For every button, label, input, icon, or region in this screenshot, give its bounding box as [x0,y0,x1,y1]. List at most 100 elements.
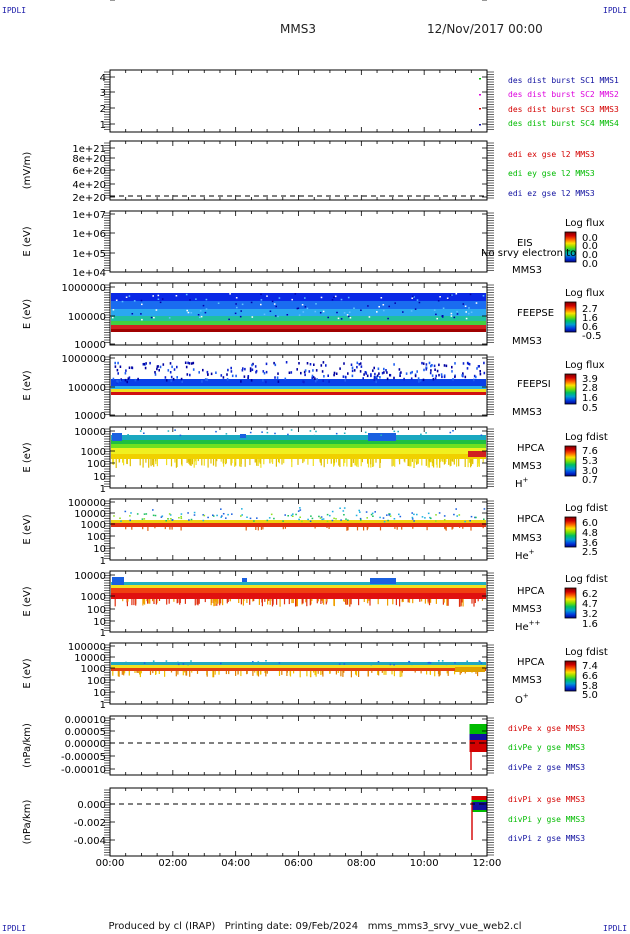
edi-legend-entry: edi ez gse l2 MMS3 [508,189,595,198]
burst-ytick-label: 1 [100,120,106,131]
corner-mark-bottom-left: IPDLI [2,924,27,933]
panel-hpca_o [104,642,577,705]
hpca_h-instrument-label: HPCA [517,443,545,454]
feepsi-colorbar-label: 0.5 [582,403,598,414]
edi-ytick-label: 2e+20 [72,193,106,204]
eis-colorbar-label: 0.0 [582,233,598,244]
hpca_o-spacecraft-label: MMS3 [512,675,542,686]
eis-colorbar-title: Log flux [565,218,605,229]
divpi-legend-entry: divPi x gse MMS3 [508,795,585,804]
hpca_h-ytick-label: 100 [87,459,106,470]
feepsi-ytick-label: 10000 [74,411,106,422]
feepse-ytick-label: 1000000 [61,283,106,294]
panel-divpe [104,715,494,776]
hpca_he1-species-label: He+ [515,548,535,562]
panel-edi [104,0,494,201]
divpi-ytick-label: -0.004 [74,836,106,847]
feepsi-ylabel: E (eV) [22,370,33,400]
feepse-spacecraft-label: MMS3 [512,336,542,347]
hpca_he2-ytick-label: 10 [93,617,106,628]
divpe-ytick-label: 0.00005 [65,727,106,738]
panel-divpi [104,787,494,857]
panel-hpca_he1 [104,498,577,561]
feepsi-spacecraft-label: MMS3 [512,407,542,418]
feepsi-ytick-label: 1000000 [61,354,106,365]
hpca_he2-colorbar-title: Log fdist [565,574,608,585]
hpca_he2-colorbar-label: 4.7 [582,599,598,610]
hpca_he2-ytick-label: 100 [87,605,106,616]
x-tick-label: 06:00 [284,858,313,869]
hpca_he2-ytick-label: 1 [100,628,106,639]
hpca_he1-ytick-label: 10 [93,544,106,555]
x-tick-label: 10:00 [410,858,439,869]
hpca_he1-frame [109,498,488,561]
hpca_h-colorbar-label: 3.0 [582,466,598,477]
hpca_h-ytick-label: 10000 [74,427,106,438]
divpi-legend-entry: divPi y gse MMS3 [508,815,585,824]
hpca_he1-colorbar-title: Log fdist [565,503,608,514]
hpca_o-ylabel: E (eV) [22,658,33,688]
burst-legend-entry: des dist burst SC3 MMS3 [508,105,619,114]
edi-legend-entry: edi ex gse l2 MMS3 [508,150,595,159]
hpca_he1-colorbar-label: 6.0 [582,518,598,529]
hpca_he2-colorbar [564,587,577,619]
divpe-legend-entry: divPe z gse MMS3 [508,763,585,772]
hpca_h-ylabel: E (eV) [22,442,33,472]
hpca_o-ytick-label: 1 [100,700,106,711]
hpca_o-colorbar [564,660,577,692]
hpca_o-colorbar-title: Log fdist [565,647,608,658]
footer-credit: Produced by cl (IRAP) Printing date: 09/… [108,921,522,932]
eis-colorbar-label: 0.0 [582,250,598,261]
panel-eis [104,210,577,273]
feepse-ytick-label: 10000 [74,340,106,351]
edi-ytick-label: 1e+21 [72,144,106,155]
hpca_h-spacecraft-label: MMS3 [512,461,542,472]
hpca_he2-colorbar-label: 3.2 [582,609,598,620]
burst-legend-entry: des dist burst SC1 MMS1 [508,76,619,85]
edi-ytick-label: 6e+20 [72,166,106,177]
hpca_h-colorbar-label: 7.6 [582,446,598,457]
hpca_h-ytick-label: 10 [93,472,106,483]
divpi-ytick-label: 0.000 [77,800,106,811]
divpe-ytick-label: 0.00000 [65,739,106,750]
feepsi-colorbar [564,373,577,405]
eis-frame [109,210,488,273]
eis-ytick-label: 1e+04 [72,268,106,279]
hpca_he1-ytick-label: 100000 [68,498,106,509]
burst-legend-entry: des dist burst SC4 MMS4 [508,119,619,128]
panel-hpca_he2 [104,570,577,633]
eis-ytick-label: 1e+07 [72,210,106,221]
hpca_o-colorbar-label: 7.4 [582,661,598,672]
divpe-ylabel: (nPa/km) [22,723,33,768]
edi-ytick-label: 4e+20 [72,180,106,191]
hpca_o-ytick-label: 10000 [74,653,106,664]
eis-colorbar-label: 0.0 [582,241,598,252]
divpe-ytick-label: 0.00010 [65,715,106,726]
hpca_he2-ylabel: E (eV) [22,586,33,616]
x-tick-label: 08:00 [347,858,376,869]
burst-frame [109,69,488,133]
hpca_he2-ytick-label: 10000 [74,571,106,582]
hpca_o-ytick-label: 10 [93,688,106,699]
hpca_o-ytick-label: 1000 [81,664,106,675]
hpca_he1-ytick-label: 100 [87,532,106,543]
hpca_he1-colorbar [564,516,577,548]
edi-legend-entry: edi ey gse l2 MMS3 [508,169,595,178]
hpca_he1-ylabel: E (eV) [22,514,33,544]
corner-mark-top-right: IPDLI [603,6,628,15]
hpca_he1-colorbar-label: 3.6 [582,538,598,549]
eis-ytick-label: 1e+05 [72,249,106,260]
hpca_h-colorbar-label: 0.7 [582,475,598,486]
feepse-colorbar-label: 2.7 [582,304,598,315]
hpca_he2-colorbar-label: 1.6 [582,619,598,630]
divpi-ylabel: (nPa/km) [22,800,33,845]
divpe-ytick-label: -0.00010 [61,765,106,776]
hpca_he1-colorbar-label: 2.5 [582,547,598,558]
eis-overlay-text: No srvy electron to [481,248,576,259]
hpca_h-colorbar-title: Log fdist [565,432,608,443]
hpca_o-colorbar-label: 6.6 [582,671,598,682]
eis-ytick-label: 1e+06 [72,229,106,240]
divpe-frame [109,715,488,776]
divpi-ytick-label: -0.002 [74,818,106,829]
